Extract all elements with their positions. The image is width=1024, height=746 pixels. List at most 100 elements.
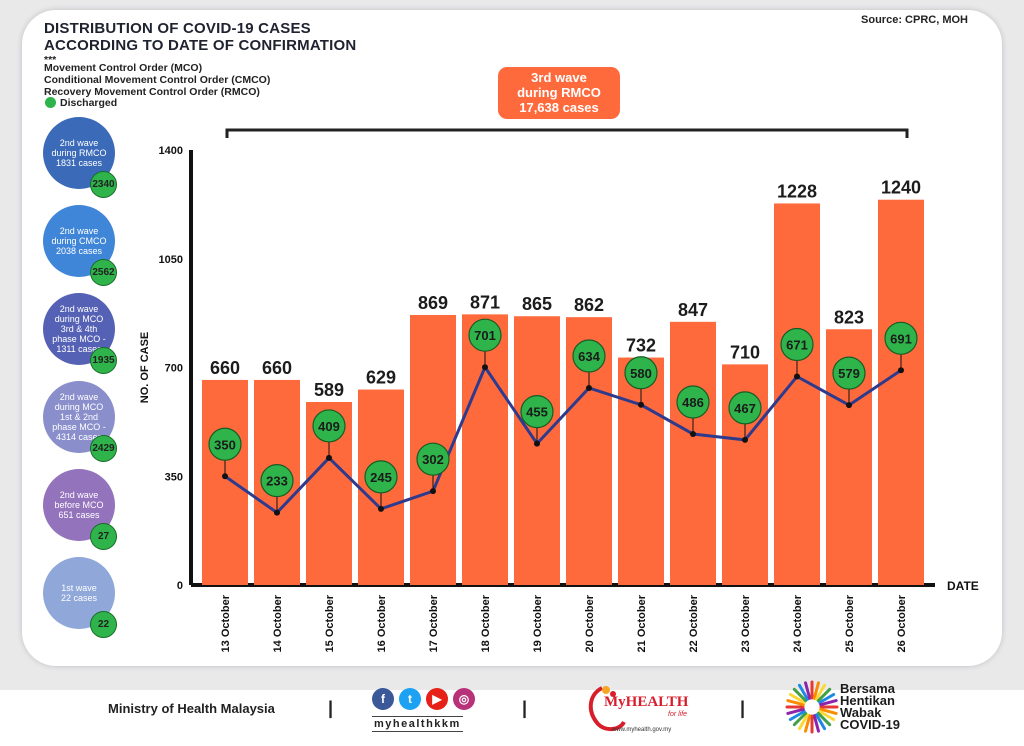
wave-summary-line: 2nd wave <box>59 226 99 236</box>
legend-rmco: Recovery Movement Control Order (RMCO) <box>44 86 260 98</box>
x-tick-label: 20 October <box>584 594 596 652</box>
y-tick-label: 1050 <box>159 254 183 266</box>
wave-summary-line: 2038 cases <box>55 246 103 256</box>
discharged-marker <box>312 409 346 443</box>
wave-summary-line: 4314 cases <box>55 432 103 442</box>
youtube-icon[interactable]: ▶ <box>426 688 448 710</box>
discharged-marker <box>468 318 502 352</box>
bar-value-label: 660 <box>262 358 292 378</box>
legend-cmco: Conditional Movement Control Order (CMCO… <box>44 74 271 86</box>
x-tick-label: 22 October <box>688 594 700 652</box>
sunburst-ray <box>815 713 826 731</box>
instagram-icon[interactable]: ◎ <box>453 688 475 710</box>
x-tick-label: 25 October <box>844 594 856 652</box>
x-tick-label: 15 October <box>324 594 336 652</box>
sunburst-ray <box>798 683 809 701</box>
twitter-icon[interactable]: t <box>399 688 421 710</box>
wave-summary-text: 1st wave 22 cases <box>48 583 110 603</box>
bar-value-label: 869 <box>418 293 448 313</box>
legend-mco: Movement Control Order (MCO) <box>44 62 203 74</box>
wave-summary-text: 2nd wave before MCO 651 cases <box>48 490 110 520</box>
social-handle[interactable]: myhealthkkm <box>372 716 463 732</box>
y-tick-label: 700 <box>165 363 183 375</box>
discharged-point <box>586 385 592 392</box>
wave-discharged-badge: 1935 <box>90 347 117 374</box>
bar-value-label: 589 <box>314 380 344 400</box>
discharged-value-label: 701 <box>474 328 496 343</box>
facebook-icon[interactable]: f <box>372 688 394 710</box>
discharged-value-label: 671 <box>786 338 808 353</box>
sunburst-ray <box>819 699 838 707</box>
discharged-point <box>846 402 852 409</box>
discharged-point <box>638 401 644 408</box>
y-tick-label: 0 <box>177 580 183 592</box>
wave-banner-line3: 17,638 cases <box>519 100 599 115</box>
discharged-value-label: 350 <box>214 437 236 452</box>
legend-discharged: Discharged <box>60 97 118 109</box>
campaign-line3: Wabak <box>840 705 882 720</box>
wave-summary-line: 3rd & 4th <box>60 324 98 334</box>
wave-summary-line: 2nd wave <box>59 392 99 402</box>
sunburst-ray <box>818 693 836 704</box>
bar <box>670 321 716 585</box>
discharged-marker <box>780 327 814 362</box>
wave-summary-line: phase MCO - <box>52 334 106 344</box>
discharged-point <box>742 436 748 443</box>
discharged-marker <box>572 339 606 373</box>
discharged-value-label: 233 <box>266 474 288 489</box>
discharged-marker <box>260 464 294 498</box>
discharged-line <box>224 364 902 515</box>
bar-value-label: 823 <box>834 307 864 327</box>
wave-summary-text: 2nd wave during MCO 1st & 2nd phase MCO -43… <box>48 392 110 442</box>
sunburst-ray <box>815 683 826 701</box>
discharged-legend-dot <box>45 97 56 108</box>
wave-summary-line: during CMCO <box>51 236 107 246</box>
wave-discharged-badge: 2340 <box>90 171 117 198</box>
discharged-point <box>378 505 384 512</box>
wave-discharged-badge: 2562 <box>90 259 117 286</box>
discharged-marker <box>364 460 398 494</box>
x-tick-label: 13 October <box>220 594 232 652</box>
campaign-line2: Hentikan <box>840 693 895 708</box>
discharged-value-label: 579 <box>838 366 860 381</box>
myhealth-logo[interactable] <box>580 680 698 736</box>
y-tick-label: 1400 <box>159 145 183 157</box>
wave-summary-line: during MCO <box>54 402 104 412</box>
wave-summary-line: 2nd wave <box>59 490 99 500</box>
wave-summary-text: 2nd wave during MCO 3rd & 4th phase MCO -13… <box>48 304 110 354</box>
chart-title-line2: ACCORDING TO DATE OF CONFIRMATION <box>44 37 357 54</box>
bar-value-label: 732 <box>626 336 656 356</box>
sunburst-ray <box>792 711 808 727</box>
discharged-point <box>534 440 540 447</box>
bar-value-label: 862 <box>574 295 604 315</box>
bar <box>878 199 924 585</box>
wave-summary-line: before MCO <box>54 500 104 510</box>
bar-value-label: 660 <box>210 358 240 378</box>
x-tick-label: 14 October <box>272 594 284 652</box>
sunburst-ray <box>816 687 832 703</box>
discharged-value-label: 409 <box>318 419 340 434</box>
x-tick-label: 17 October <box>428 594 440 652</box>
wave-discharged-badge: 27 <box>90 523 117 550</box>
discharged-value-label: 467 <box>734 401 756 416</box>
x-tick-label: 19 October <box>532 594 544 652</box>
x-tick-label: 23 October <box>740 594 752 652</box>
campaign-line1: Bersama <box>840 681 895 696</box>
legend-stars: *** <box>44 54 57 66</box>
wave-banner-line1: 3rd wave <box>531 70 587 85</box>
x-tick-label: 21 October <box>636 594 648 652</box>
discharged-value-label: 302 <box>422 452 444 467</box>
source-note: Source: CPRC, MOH <box>861 14 968 26</box>
discharged-point <box>482 364 488 371</box>
x-tick-label: 16 October <box>376 594 388 652</box>
discharged-value-label: 634 <box>578 349 600 364</box>
y-axis-label: NO. OF CASE <box>139 332 151 404</box>
discharged-marker <box>416 442 450 476</box>
bar-value-label: 629 <box>366 368 396 388</box>
x-axis-label: DATE <box>947 579 979 593</box>
ministry-name: Ministry of Health Malaysia <box>108 701 275 716</box>
discharged-point <box>690 430 696 437</box>
myhealth-url[interactable]: www.myhealth.gov.my <box>612 727 672 733</box>
campaign-sunburst-icon <box>785 680 839 734</box>
